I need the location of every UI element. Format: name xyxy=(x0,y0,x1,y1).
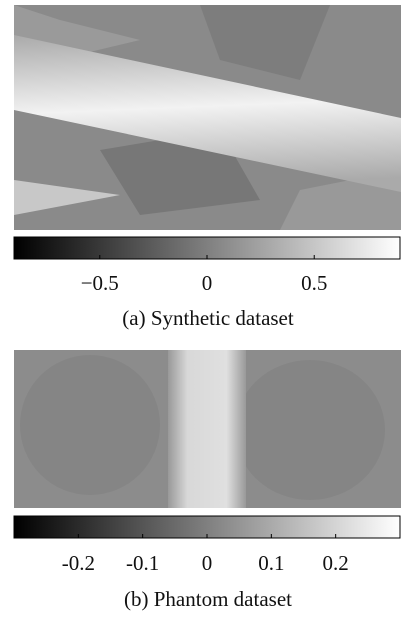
tick-label: 0.5 xyxy=(301,271,327,295)
tick-label: -0.1 xyxy=(126,551,159,575)
caption: (a) Synthetic dataset xyxy=(122,306,294,330)
figure: −0.5 0 0.5 (a) Synthetic dataset -0.2 -0.1 0 0.… xyxy=(0,0,401,617)
phantom-image xyxy=(14,350,401,508)
caption: (b) Phantom dataset xyxy=(124,587,292,611)
tick-label: 0 xyxy=(202,271,213,295)
tick-label: 0 xyxy=(202,551,213,575)
tick-label: −0.5 xyxy=(81,271,119,295)
synthetic-image xyxy=(14,5,401,230)
tick-label: -0.2 xyxy=(62,551,95,575)
tick-label: 0.2 xyxy=(323,551,349,575)
tick-label: 0.1 xyxy=(258,551,284,575)
